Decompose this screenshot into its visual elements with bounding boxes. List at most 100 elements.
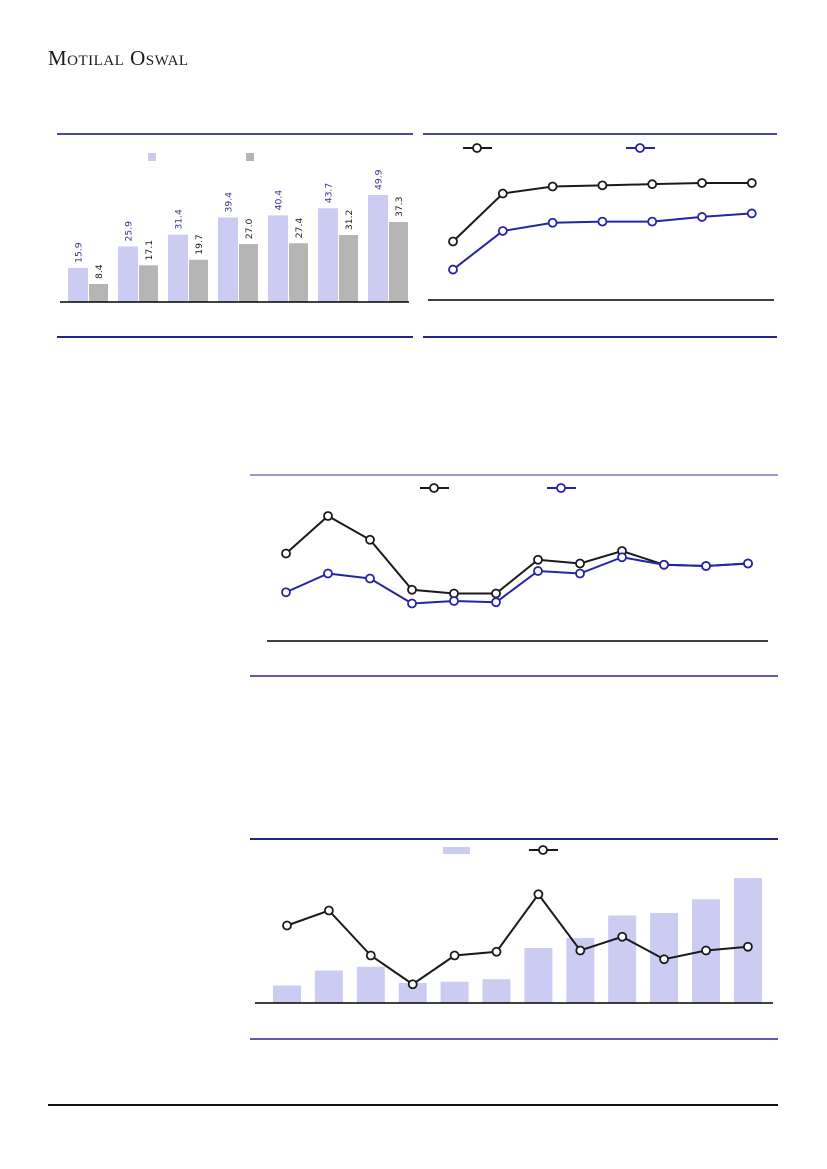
bars-series-b: 8.4 17.1 19.7 27.0 27.4 31.2 37.3	[89, 196, 408, 302]
marker-open-circle	[491, 588, 501, 599]
bar-value-label: 19.7	[194, 234, 205, 255]
bar	[440, 981, 469, 1003]
bar	[482, 979, 511, 1003]
bar	[524, 948, 553, 1003]
marker-open-circle	[575, 568, 585, 579]
legend-swatch	[529, 845, 558, 855]
marker-open-circle	[449, 950, 460, 961]
bar-value-label: 8.4	[94, 264, 105, 279]
marker-open-circle	[497, 226, 508, 236]
bar-value-label: 27.4	[294, 218, 305, 239]
marker-open-circle	[647, 216, 658, 227]
brand-logo: Motilal Oswal	[48, 46, 189, 70]
marker-open-circle	[497, 188, 508, 199]
marker-open-circle	[659, 559, 669, 570]
line-series-b	[281, 552, 753, 609]
bar	[239, 244, 258, 302]
bar	[189, 259, 208, 302]
legend-swatch	[626, 143, 655, 153]
marker-open-circle	[323, 568, 333, 579]
marker-open-circle	[407, 584, 417, 595]
marker-open-circle	[742, 941, 753, 952]
marker-open-circle	[617, 552, 627, 563]
bar-value-label: 43.7	[324, 183, 335, 204]
chart-bar-line-bottom	[250, 838, 778, 1040]
marker-open-circle	[365, 534, 375, 545]
chart-top-border	[250, 838, 778, 840]
legend-swatch	[148, 153, 156, 161]
marker-open-circle	[575, 558, 585, 569]
bar	[318, 208, 338, 302]
bar-value-label: 15.9	[74, 242, 85, 263]
marker-open-circle	[533, 889, 544, 900]
bar	[139, 265, 158, 302]
marker-open-circle	[547, 181, 558, 192]
bar-value-label: 27.0	[244, 218, 255, 239]
paired-bar-chart-canvas: 15.9 25.9 31.4 39.4 40.4 43.7 49.9 8.4 17.1 19.7 2…	[60, 153, 409, 303]
marker-open-circle	[281, 587, 291, 598]
marker-open-circle	[617, 931, 628, 942]
legend-swatch	[463, 143, 492, 153]
bar	[268, 215, 288, 302]
marker-open-circle	[647, 179, 658, 190]
bar	[398, 983, 427, 1003]
bars-bars	[273, 878, 762, 1003]
marker-open-circle	[282, 920, 292, 931]
legend-swatch	[420, 483, 449, 493]
bar-value-label: 49.9	[374, 169, 385, 190]
bar	[218, 217, 238, 302]
bar-value-label: 40.4	[274, 190, 285, 211]
chart-line-middle	[250, 474, 778, 677]
bar	[733, 878, 762, 1003]
marker-open-circle	[659, 954, 670, 965]
marker-open-circle	[533, 566, 543, 576]
bar	[368, 194, 388, 302]
chart-line-top-right	[423, 133, 777, 338]
line-series-a	[448, 178, 757, 247]
line-chart-middle-canvas	[267, 483, 768, 642]
bar-value-label: 17.1	[144, 240, 155, 260]
marker-open-circle	[449, 596, 459, 606]
bar	[68, 267, 88, 302]
marker-open-circle	[746, 208, 757, 219]
marker-open-circle	[281, 548, 291, 559]
marker-open-circle	[491, 946, 502, 957]
chart-bottom-border	[250, 1038, 778, 1040]
marker-open-circle	[533, 554, 543, 565]
bar-value-label: 37.3	[394, 196, 405, 217]
marker-open-circle	[701, 561, 711, 571]
marker-open-circle	[407, 979, 418, 990]
line-chart-top-right-canvas	[428, 143, 774, 301]
chart-bottom-border	[250, 675, 778, 677]
legend-swatch	[246, 153, 254, 161]
chart-bottom-border	[423, 336, 777, 338]
marker-open-circle	[407, 598, 417, 609]
bar	[389, 221, 408, 302]
legend-swatch	[443, 847, 470, 854]
chart-top-border	[250, 474, 778, 476]
bar	[89, 283, 108, 302]
marker-open-circle	[697, 212, 707, 222]
marker-open-circle	[365, 950, 376, 961]
bar	[273, 985, 301, 1003]
marker-open-circle	[697, 178, 707, 188]
bar-value-label: 25.9	[124, 221, 135, 242]
bar-value-label: 39.4	[224, 192, 235, 213]
bars-series-a: 15.9 25.9 31.4 39.4 40.4 43.7 49.9	[68, 169, 388, 302]
bar	[168, 234, 188, 302]
bar	[608, 915, 637, 1003]
bar	[356, 966, 385, 1003]
marker-open-circle	[448, 264, 458, 275]
chart-bottom-border	[57, 336, 413, 338]
footer-divider	[48, 1104, 778, 1106]
marker-open-circle	[701, 945, 711, 956]
marker-open-circle	[323, 511, 333, 521]
line-line	[282, 889, 753, 990]
bar	[118, 246, 138, 302]
marker-open-circle	[365, 573, 375, 584]
marker-open-circle	[597, 216, 608, 227]
marker-open-circle	[324, 905, 334, 916]
marker-open-circle	[491, 597, 501, 608]
bar	[314, 970, 343, 1003]
